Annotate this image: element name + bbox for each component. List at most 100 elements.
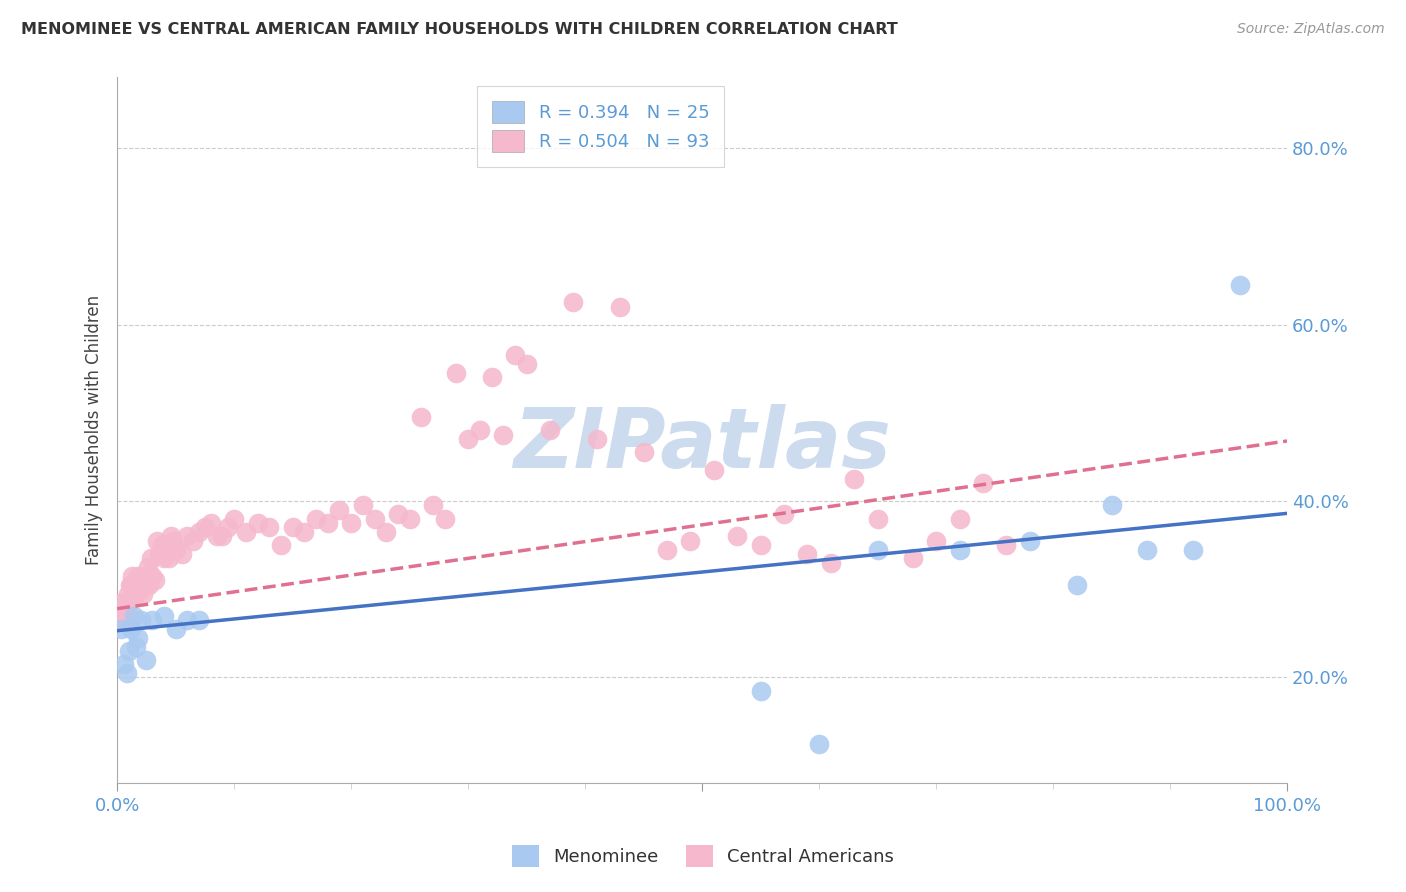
Point <box>224 511 246 525</box>
Point <box>316 516 339 530</box>
Point <box>127 569 149 583</box>
Point <box>134 569 156 583</box>
Point <box>194 520 217 534</box>
Point <box>146 533 169 548</box>
Text: Source: ZipAtlas.com: Source: ZipAtlas.com <box>1237 22 1385 37</box>
Point <box>162 533 184 548</box>
Point <box>155 542 177 557</box>
Point <box>111 595 134 609</box>
Point <box>516 357 538 371</box>
Point <box>773 507 796 521</box>
Point <box>115 666 138 681</box>
Point <box>165 542 187 557</box>
Point <box>749 538 772 552</box>
Point <box>609 300 631 314</box>
Text: ZIPatlas: ZIPatlas <box>513 404 891 485</box>
Point <box>110 604 132 618</box>
Point <box>387 507 409 521</box>
Point <box>679 533 702 548</box>
Point <box>328 503 350 517</box>
Point <box>281 520 304 534</box>
Point <box>112 613 135 627</box>
Point <box>1136 542 1159 557</box>
Point <box>538 424 561 438</box>
Point <box>259 520 281 534</box>
Point <box>141 569 163 583</box>
Point <box>995 538 1018 552</box>
Point <box>703 463 725 477</box>
Point <box>305 511 328 525</box>
Point <box>122 587 145 601</box>
Point <box>143 574 166 588</box>
Point <box>188 613 211 627</box>
Point <box>866 542 889 557</box>
Point <box>120 578 142 592</box>
Point <box>115 604 138 618</box>
Point <box>1229 277 1251 292</box>
Point <box>139 551 162 566</box>
Point <box>972 476 994 491</box>
Point <box>127 631 149 645</box>
Point <box>796 547 818 561</box>
Point <box>398 511 420 525</box>
Point <box>114 599 136 614</box>
Point <box>270 538 292 552</box>
Point <box>235 524 257 539</box>
Point <box>820 556 842 570</box>
Point <box>808 737 831 751</box>
Point <box>411 410 433 425</box>
Point <box>562 295 585 310</box>
Point <box>132 587 155 601</box>
Point <box>148 547 170 561</box>
Point <box>157 551 180 566</box>
Point <box>153 551 176 566</box>
Point <box>131 578 153 592</box>
Point <box>633 445 655 459</box>
Legend: Menominee, Central Americans: Menominee, Central Americans <box>505 838 901 874</box>
Point <box>925 533 948 548</box>
Point <box>128 574 150 588</box>
Point <box>112 657 135 672</box>
Point <box>118 644 141 658</box>
Point <box>150 538 173 552</box>
Point <box>655 542 678 557</box>
Point <box>125 640 148 654</box>
Point <box>503 348 526 362</box>
Point <box>375 524 398 539</box>
Point <box>139 574 162 588</box>
Point <box>125 587 148 601</box>
Point <box>122 608 145 623</box>
Point <box>948 511 970 525</box>
Point <box>844 472 866 486</box>
Point <box>135 653 157 667</box>
Point <box>118 595 141 609</box>
Point <box>165 622 187 636</box>
Point <box>112 608 135 623</box>
Point <box>176 613 198 627</box>
Point <box>446 366 468 380</box>
Point <box>866 511 889 525</box>
Point <box>138 578 160 592</box>
Point <box>246 516 269 530</box>
Point <box>153 608 176 623</box>
Point <box>725 529 748 543</box>
Legend: R = 0.394   N = 25, R = 0.504   N = 93: R = 0.394 N = 25, R = 0.504 N = 93 <box>477 87 724 167</box>
Point <box>217 520 239 534</box>
Y-axis label: Family Households with Children: Family Households with Children <box>86 295 103 566</box>
Point <box>292 524 315 539</box>
Point <box>468 424 491 438</box>
Point <box>211 529 233 543</box>
Point <box>124 578 146 592</box>
Point <box>188 524 211 539</box>
Point <box>129 582 152 597</box>
Point <box>481 370 503 384</box>
Point <box>136 560 159 574</box>
Point <box>363 511 385 525</box>
Point <box>1101 499 1123 513</box>
Point <box>948 542 970 557</box>
Point <box>352 499 374 513</box>
Point <box>433 511 456 525</box>
Point <box>176 529 198 543</box>
Point <box>1066 578 1088 592</box>
Point <box>141 613 163 627</box>
